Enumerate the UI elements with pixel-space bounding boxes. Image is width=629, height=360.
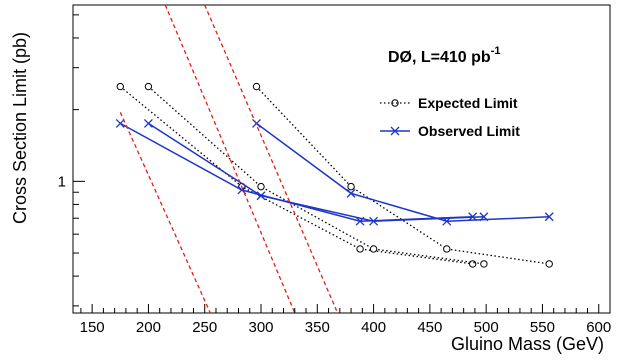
- x-tick-label: 600: [586, 319, 611, 336]
- series-0-curve-0: [119, 86, 473, 265]
- series-0-curve-0-point-0: [116, 82, 124, 91]
- chart-title: DØ, L=410 pb-1: [388, 45, 500, 66]
- legend-expected-marker: [391, 99, 399, 107]
- series-0-curve-1-point-1: [257, 182, 265, 191]
- legend-observed-label: Observed Limit: [418, 123, 520, 139]
- x-tick-label: 200: [136, 319, 161, 336]
- series-0-curve-2-point-3: [545, 260, 553, 268]
- y-axis-title: Cross Section Limit (pb): [10, 32, 30, 224]
- series-2-curve-2: [204, 4, 339, 314]
- series-0-curve-2-point-0: [252, 82, 261, 91]
- y-tick-label: 1: [58, 173, 66, 190]
- x-tick-label: 150: [80, 319, 105, 336]
- series-0-curve-2-point-2: [443, 245, 451, 253]
- series-0-curve-1: [147, 86, 484, 265]
- x-tick-label: 300: [248, 319, 273, 336]
- series-1-curve-1-point-1: [256, 191, 266, 201]
- series-1-curve-1-point-0: [143, 118, 153, 128]
- series-1-curve-1: [147, 122, 484, 222]
- x-tick-label: 350: [305, 319, 330, 336]
- series-2-curve-0: [119, 112, 211, 314]
- y-tick-labels: 1: [58, 173, 66, 190]
- legend: Expected Limit Observed Limit: [380, 95, 520, 139]
- legend-observed-marker: [390, 126, 400, 136]
- x-tick-label: 250: [192, 319, 217, 336]
- series-1-curve-1-point-2: [369, 216, 379, 226]
- plot-frame: [72, 4, 611, 314]
- data-curves: [115, 4, 554, 314]
- series-1-curve-2-point-3: [544, 212, 554, 222]
- x-tick-label: 500: [474, 319, 499, 336]
- series-0-curve-1-point-3: [480, 260, 488, 268]
- series-0-curve-1-point-0: [144, 82, 153, 91]
- series-1-curve-2: [256, 122, 550, 222]
- chart-title-superscript: -1: [491, 45, 501, 57]
- series-1-curve-0-point-0: [115, 118, 125, 128]
- legend-expected-label: Expected Limit: [418, 95, 518, 111]
- series-1-curve-2-point-1: [346, 188, 356, 198]
- chart-title-main: DØ, L=410 pb: [388, 49, 491, 66]
- series-0-curve-1-point-2: [369, 245, 378, 253]
- x-axis-title: Gluino Mass (GeV): [451, 334, 604, 354]
- series-0-curve-0-point-2: [356, 245, 364, 253]
- x-tick-labels: 150 200 250 300 350 400 450 500 550 600: [80, 319, 612, 336]
- x-tick-label: 400: [361, 319, 386, 336]
- x-tick-label: 550: [530, 319, 555, 336]
- series-1-curve-2-point-2: [442, 216, 452, 226]
- series-0-curve-2-point-1: [347, 182, 355, 191]
- x-tick-label: 450: [417, 319, 442, 336]
- axis-ticks: [73, 14, 611, 313]
- series-0-curve-2: [256, 86, 550, 265]
